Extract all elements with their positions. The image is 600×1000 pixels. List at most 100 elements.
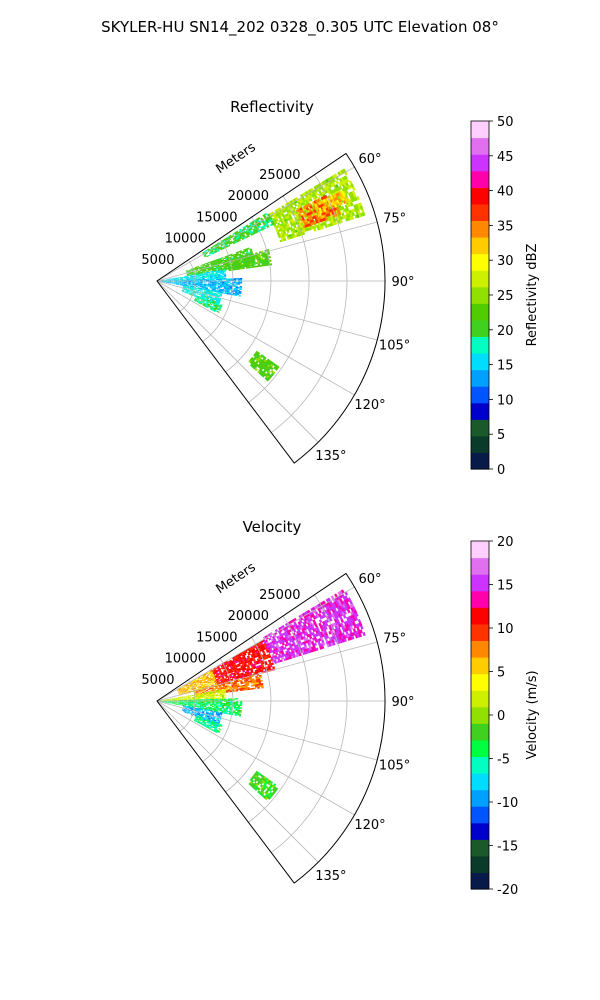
echo-cell <box>270 366 274 371</box>
echo-cell <box>212 302 215 305</box>
echo-cell <box>209 287 213 289</box>
echo-cell <box>188 273 192 275</box>
echo-cell <box>227 281 231 284</box>
echo-cell <box>202 271 205 273</box>
echo-cell <box>207 292 211 294</box>
echo-cell <box>245 263 249 266</box>
echo-cell <box>216 277 219 280</box>
echo-cell <box>178 283 181 285</box>
echo-cell <box>257 216 261 220</box>
echo-cell <box>320 601 325 606</box>
echo-cell <box>229 285 233 287</box>
echo-cell <box>196 290 199 292</box>
echo-cell <box>293 225 297 229</box>
echo-cell <box>211 294 214 296</box>
echo-cell <box>209 286 213 288</box>
echo-cell <box>208 254 211 257</box>
echo-cell <box>186 285 189 286</box>
echo-cell <box>212 297 216 299</box>
echo-cell <box>164 282 168 283</box>
echo-cell <box>186 282 189 283</box>
echo-cell <box>195 270 199 272</box>
echo-cell <box>327 206 331 211</box>
echo-cell <box>260 259 264 262</box>
echo-cell <box>227 288 230 291</box>
echo-cell <box>330 606 334 611</box>
echo-cell <box>357 210 361 215</box>
echo-cell <box>197 301 201 304</box>
echo-cell <box>176 282 179 283</box>
echo-cell <box>205 266 208 268</box>
echo-cell <box>215 301 219 304</box>
echo-cell <box>166 278 169 280</box>
echo-cell <box>350 183 355 188</box>
echo-cell <box>337 599 342 604</box>
echo-cell <box>207 285 211 287</box>
colorbar-tick-label: 35 <box>497 219 514 234</box>
colorbar-tick-label: 50 <box>497 115 514 130</box>
echo-cell <box>186 279 189 281</box>
colorbar-tick-label: 40 <box>497 185 514 200</box>
echo-cell <box>218 278 221 280</box>
echo-cell <box>312 212 316 217</box>
echo-cell <box>218 261 221 263</box>
echo-cell <box>180 277 183 279</box>
echo-cell <box>263 356 267 360</box>
echo-cell <box>342 600 347 605</box>
echo-cell <box>334 593 338 598</box>
echo-cell <box>206 291 209 293</box>
echo-cell <box>314 615 319 619</box>
echo-cell <box>172 283 175 285</box>
echo-cell <box>220 701 223 703</box>
echo-cell <box>207 303 211 306</box>
echo-cell <box>238 228 242 232</box>
echo-cell <box>336 208 341 213</box>
echo-cell <box>231 234 235 238</box>
echo-cell <box>220 698 223 700</box>
echo-cell <box>205 292 209 295</box>
echo-cell <box>190 290 193 292</box>
echo-cell <box>210 279 213 281</box>
echo-cell <box>238 266 241 269</box>
echo-cell <box>236 267 239 269</box>
echo-cell <box>223 284 227 287</box>
echo-cell <box>352 193 357 198</box>
echo-cell <box>184 275 187 277</box>
echo-cell <box>198 271 201 273</box>
echo-cell <box>204 305 207 308</box>
echo-cell <box>219 306 222 309</box>
echo-cell <box>224 292 228 295</box>
echo-cell <box>215 275 219 277</box>
echo-cell <box>204 277 207 278</box>
echo-cell <box>233 262 236 265</box>
echo-cell <box>307 615 312 620</box>
echo-cell <box>188 278 191 279</box>
echo-cell <box>210 298 213 301</box>
echo-cell <box>201 285 205 287</box>
echo-cell <box>210 291 213 293</box>
echo-cell <box>182 283 185 285</box>
echo-cell <box>202 263 205 266</box>
echo-cell <box>347 192 352 197</box>
echo-cell <box>204 299 208 302</box>
echo-cell <box>312 606 316 611</box>
echo-cell <box>286 230 290 234</box>
echo-cell <box>206 300 210 302</box>
echo-cell <box>199 301 203 304</box>
echo-cell <box>343 175 348 180</box>
echo-cell <box>331 189 335 194</box>
echo-cell <box>201 303 204 305</box>
echo-cell <box>196 276 199 278</box>
echo-cell <box>216 310 220 313</box>
echo-cell <box>190 277 193 278</box>
echo-cell <box>228 268 231 270</box>
echo-cell <box>184 285 187 287</box>
echo-cell <box>208 290 211 293</box>
echo-cell <box>186 277 189 279</box>
echo-cell <box>200 264 203 266</box>
colorbar-swatch <box>471 419 489 437</box>
echo-cell <box>192 294 196 296</box>
echo-cell <box>340 199 344 204</box>
echo-cell <box>194 272 197 274</box>
echo-cell <box>263 264 267 267</box>
